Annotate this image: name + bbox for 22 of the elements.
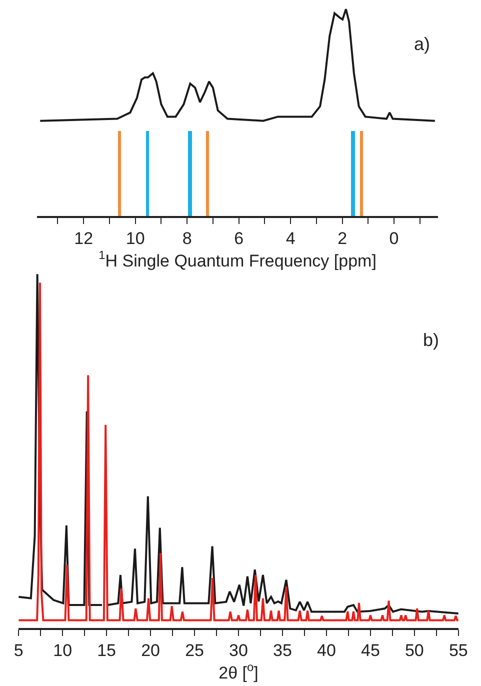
x-tick-label: 6 (234, 229, 244, 248)
x-tick-label: 10 (126, 229, 145, 248)
x-tick-label: 8 (182, 229, 192, 248)
annotation: b) (423, 330, 440, 350)
x-tick-label: 2 (338, 229, 348, 248)
x-tick-label: 10 (53, 641, 72, 660)
x-tick-label: 20 (141, 641, 160, 660)
x-tick-label: 35 (273, 641, 292, 660)
x-tick-label: 55 (448, 641, 468, 660)
x-tick-label: 0 (389, 229, 399, 248)
annotation: a) (414, 34, 430, 54)
x-tick-label: 25 (185, 641, 204, 660)
x-axis-title: $^{1}$H Single Quantum Frequency [ppm] (98, 248, 376, 270)
x-tick-label: 50 (404, 641, 424, 660)
x-tick-label: 4 (286, 229, 296, 248)
x-tick-label: 30 (229, 641, 248, 660)
x-tick-label: 5 (14, 641, 24, 660)
x-tick-label: 40 (317, 641, 336, 660)
x-tick-label: 12 (74, 229, 94, 248)
x-tick-label: 45 (360, 641, 380, 660)
x-axis-title: 2θ [$^{o}$] (218, 660, 258, 682)
x-tick-label: 15 (97, 641, 116, 660)
